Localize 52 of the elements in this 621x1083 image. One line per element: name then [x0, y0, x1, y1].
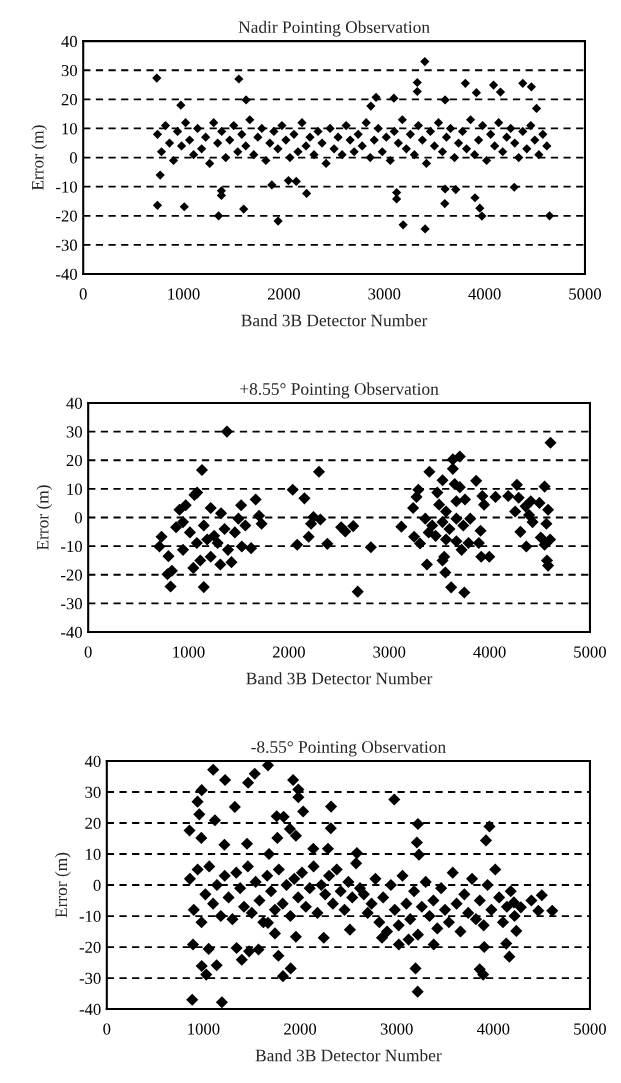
- y-tick-label: 40: [66, 397, 82, 409]
- y-tick-label: 20: [61, 94, 78, 106]
- y-tick-label: -20: [61, 569, 82, 581]
- chart-title: +8.55° Pointing Observation: [240, 382, 439, 399]
- x-tick-label: 1000: [173, 646, 205, 658]
- y-tick-label: 30: [61, 64, 78, 77]
- y-tick-label: -30: [61, 598, 82, 610]
- x-tick-label: 5000: [574, 646, 606, 658]
- x-tick-label: 2000: [267, 288, 300, 300]
- y-axis-title: Error (m): [31, 125, 48, 191]
- x-tick-label: 5000: [574, 1023, 606, 1035]
- y-tick-label: -30: [79, 972, 101, 984]
- y-tick-label: 40: [61, 35, 78, 48]
- y-tick-label: -40: [61, 626, 82, 638]
- y-tick-label: -20: [79, 941, 101, 953]
- y-tick-label: 20: [66, 454, 82, 467]
- y-tick-label: 10: [62, 123, 78, 135]
- y-axis-title: Error (m): [36, 485, 53, 551]
- y-tick-label: 0: [69, 152, 78, 164]
- y-tick-label: -40: [79, 1003, 101, 1015]
- x-tick-label: 3000: [373, 646, 406, 658]
- x-tick-label: 1000: [188, 1023, 220, 1035]
- y-tick-label: 10: [86, 848, 101, 860]
- y-tick-label: 20: [85, 817, 101, 829]
- x-axis-title: Band 3B Detector Number: [255, 1049, 442, 1062]
- chart-title: -8.55° Pointing Observation: [251, 740, 446, 757]
- y-tick-label: -10: [61, 540, 82, 553]
- y-tick-label: -10: [79, 910, 101, 922]
- x-tick-label: 2000: [284, 1023, 317, 1035]
- x-tick-label: 4000: [473, 646, 506, 658]
- x-tick-label: 2000: [272, 646, 305, 658]
- x-tick-label: 1000: [168, 288, 200, 300]
- y-tick-label: -10: [56, 181, 78, 193]
- y-tick-label: 0: [74, 512, 82, 524]
- x-axis-title: Band 3B Detector Number: [241, 314, 428, 327]
- y-tick-label: 40: [84, 755, 101, 767]
- y-tick-label: 30: [85, 786, 101, 798]
- x-tick-label: 4000: [476, 1023, 510, 1035]
- y-tick-label: -40: [56, 268, 78, 280]
- y-tick-label: -20: [56, 210, 78, 222]
- y-axis-title: Error (m): [54, 852, 71, 918]
- x-tick-label: 0: [103, 1023, 111, 1035]
- x-tick-label: 3000: [368, 288, 401, 300]
- y-tick-label: 10: [67, 483, 82, 495]
- y-tick-label: 30: [66, 426, 82, 438]
- y-tick-label: 0: [93, 879, 101, 891]
- x-tick-label: 4000: [468, 288, 501, 300]
- chart-title: Nadir Pointing Observation: [238, 20, 430, 37]
- x-axis-title: Band 3B Detector Number: [246, 672, 433, 685]
- x-tick-label: 5000: [569, 288, 602, 300]
- x-tick-label: 3000: [380, 1023, 413, 1035]
- y-tick-label: -30: [56, 239, 78, 251]
